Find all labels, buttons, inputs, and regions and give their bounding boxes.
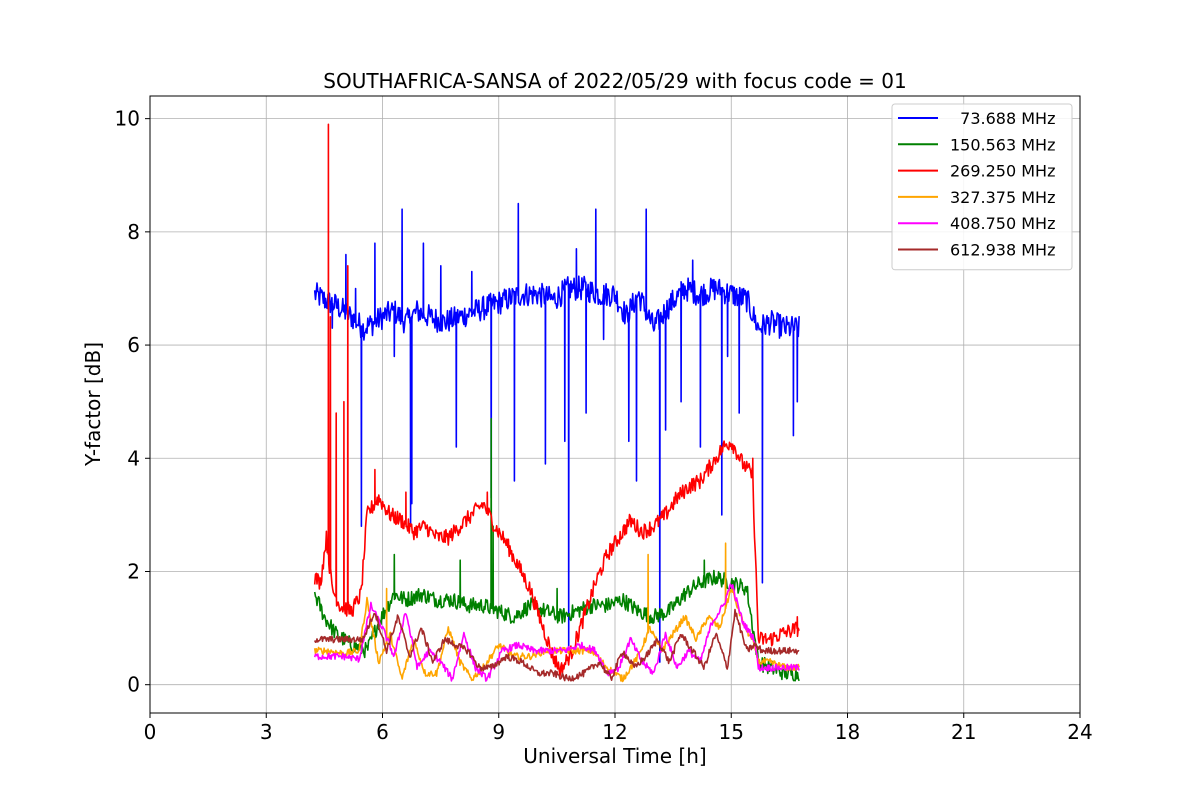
x-tick-label: 24 <box>1067 720 1092 744</box>
x-tick-label: 6 <box>376 720 389 744</box>
x-tick-label: 18 <box>835 720 860 744</box>
legend-entry: 327.375 MHz <box>950 188 1055 207</box>
x-tick-label: 9 <box>492 720 505 744</box>
series-line <box>313 202 800 663</box>
y-tick-label: 0 <box>127 673 140 697</box>
series-line <box>313 417 800 682</box>
y-tick-label: 8 <box>127 220 140 244</box>
x-tick-label: 0 <box>144 720 157 744</box>
x-axis-label: Universal Time [h] <box>523 744 706 768</box>
chart-title: SOUTHAFRICA-SANSA of 2022/05/29 with foc… <box>323 69 907 93</box>
series-layer <box>313 123 800 683</box>
legend-entry: 612.938 MHz <box>950 241 1055 260</box>
legend-entry: 408.750 MHz <box>950 214 1055 233</box>
legend-entry: 73.688 MHz <box>950 109 1055 128</box>
series-line <box>313 583 800 682</box>
series-line <box>313 608 800 682</box>
x-tick-label: 3 <box>260 720 273 744</box>
x-tick-label: 21 <box>951 720 976 744</box>
legend-entry: 150.563 MHz <box>950 135 1055 154</box>
y-tick-label: 6 <box>127 333 140 357</box>
legend-box <box>891 103 1073 271</box>
y-tick-label: 10 <box>115 107 140 131</box>
y-axis-label: Y-factor [dB] <box>81 342 105 467</box>
legend-entry: 269.250 MHz <box>950 162 1055 181</box>
legend: 73.688 MHz 150.563 MHz 269.250 MHz 327.375 … <box>891 103 1073 271</box>
y-tick-label: 2 <box>127 559 140 583</box>
x-tick-label: 15 <box>719 720 744 744</box>
x-tick-label: 12 <box>602 720 627 744</box>
y-tick-label: 4 <box>127 446 140 470</box>
